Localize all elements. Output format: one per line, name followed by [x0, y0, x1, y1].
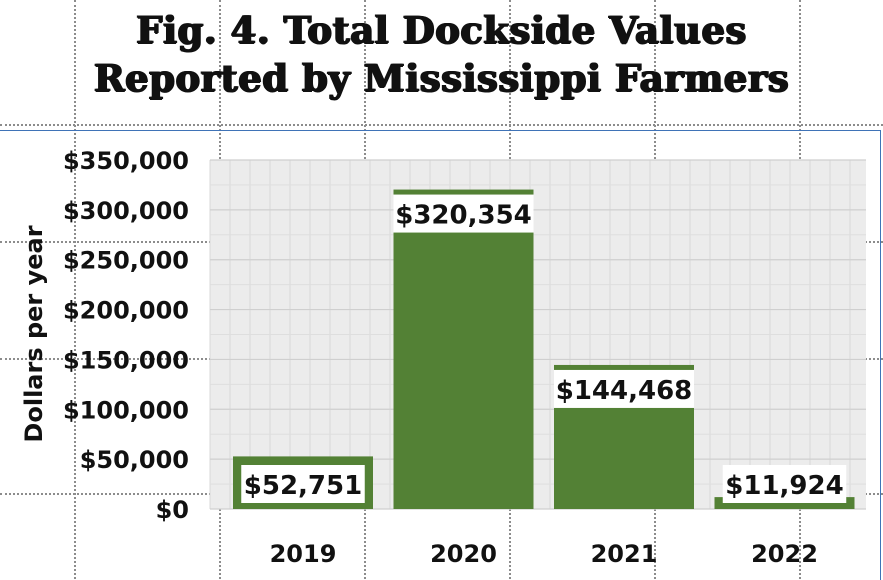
y-tick-label: $0 [156, 496, 189, 524]
data-label-box [554, 369, 694, 408]
background-dotted-line [74, 0, 76, 579]
data-label: $320,354 [395, 201, 532, 231]
bar-2022 [714, 497, 855, 509]
x-tick-label: 2021 [591, 540, 658, 568]
data-label: $144,468 [556, 376, 693, 406]
y-tick-label: $300,000 [63, 197, 189, 225]
data-label-box [722, 465, 847, 503]
bar-2020 [393, 189, 534, 510]
chart-title: Fig. 4. Total Dockside Values Reported b… [0, 6, 883, 102]
x-tick-label: 2019 [270, 540, 337, 568]
data-label: $52,751 [244, 471, 362, 501]
data-label-box [241, 465, 365, 503]
chart-frame [0, 130, 881, 580]
data-label-box [393, 194, 534, 233]
data-labels: $52,751 $320,354 $144,468 $11,924 [241, 194, 847, 503]
y-axis-title: Dollars per year [20, 225, 48, 442]
y-tick-label: $200,000 [63, 297, 189, 325]
y-tick-label: $50,000 [80, 446, 189, 474]
y-axis-ticks: $0 $50,000 $100,000 $150,000 $200,000 $250,00… [63, 147, 189, 524]
x-tick-label: 2020 [430, 540, 497, 568]
chart-title-line-1: Fig. 4. Total Dockside Values [136, 8, 747, 52]
chart-title-line-2: Reported by Mississippi Farmers [93, 56, 790, 100]
y-tick-label: $350,000 [63, 147, 189, 175]
x-axis-categories: 2019 2020 2021 2022 [270, 540, 818, 568]
y-tick-label: $100,000 [63, 396, 189, 424]
background-dotted-line [0, 124, 883, 126]
y-tick-label: $250,000 [63, 247, 189, 275]
y-tick-label: $150,000 [63, 346, 189, 374]
data-label: $11,924 [725, 471, 843, 501]
x-tick-label: 2022 [751, 540, 818, 568]
